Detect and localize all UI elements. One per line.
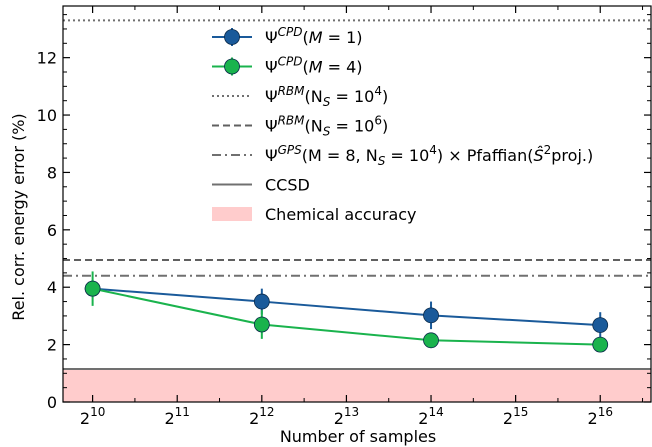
x-tick-label: 210 [80, 405, 105, 428]
legend-entry-5: CCSD [212, 176, 310, 195]
legend-label: Chemical accuracy [265, 205, 417, 224]
legend-entry-1: ΨCPD(M = 4) [212, 55, 363, 77]
y-tick-label: 10 [37, 106, 57, 125]
legend-entry-3: ΨRBM(NS = 106) [212, 114, 388, 139]
x-tick-label: 212 [249, 405, 274, 428]
legend-label: ΨCPD(M = 4) [265, 55, 363, 77]
legend-label: CCSD [265, 176, 310, 195]
x-axis-label: Number of samples [280, 427, 436, 446]
y-axis-label: Rel. corr. energy error (%) [9, 113, 28, 320]
legend: ΨCPD(M = 1) ΨCPD(M = 4) ΨRBM(NS = 104) ΨRBM… [212, 25, 593, 224]
plot-series [63, 19, 651, 402]
x-tick-label: 211 [164, 405, 189, 428]
chemical-accuracy-band [63, 369, 651, 402]
legend-entry-4: ΨGPS(M = 8, NS = 104) × Pfaffian(Ŝ2proj.… [212, 143, 593, 168]
legend-entry-0: ΨCPD(M = 1) [212, 25, 363, 47]
plot-area [63, 19, 651, 402]
x-tick-label: 215 [503, 405, 528, 428]
data-point-1-0 [84, 280, 101, 297]
legend-label: ΨRBM(NS = 104) [265, 84, 388, 109]
data-point-0-3 [592, 317, 609, 333]
legend-entry-2: ΨRBM(NS = 104) [212, 84, 388, 109]
axes-frame [62, 5, 652, 403]
x-tick-label: 216 [588, 405, 613, 428]
data-point-1-1 [253, 316, 270, 333]
legend-label: ΨCPD(M = 1) [265, 25, 363, 47]
legend-label: ΨRBM(NS = 106) [265, 114, 388, 139]
y-tick-label: 4 [47, 278, 57, 297]
plot-frame [62, 5, 652, 403]
series-line-1 [92, 287, 601, 346]
y-tick-label: 2 [47, 336, 57, 355]
legend-marker [224, 29, 240, 45]
series-line-0 [92, 287, 601, 327]
x-tick-label: 214 [418, 405, 443, 428]
legend-patch [212, 207, 252, 221]
data-point-0-1 [253, 293, 270, 310]
y-tick-label: 0 [47, 393, 57, 412]
y-tick-label: 6 [47, 221, 57, 240]
data-point-0-2 [423, 307, 439, 324]
legend-entry-6: Chemical accuracy [212, 205, 417, 224]
y-tick-label: 8 [47, 163, 57, 182]
x-tick-label: 213 [334, 405, 359, 428]
legend-marker [224, 58, 240, 75]
data-point-1-2 [423, 332, 439, 349]
y-tick-label: 12 [37, 49, 57, 68]
data-point-1-3 [592, 336, 609, 353]
axis-ticks: 0 2 4 6 8 10 12 210 211 212 213 214 215 216 [37, 6, 651, 428]
legend-label: ΨGPS(M = 8, NS = 104) × Pfaffian(Ŝ2proj.… [265, 143, 593, 168]
